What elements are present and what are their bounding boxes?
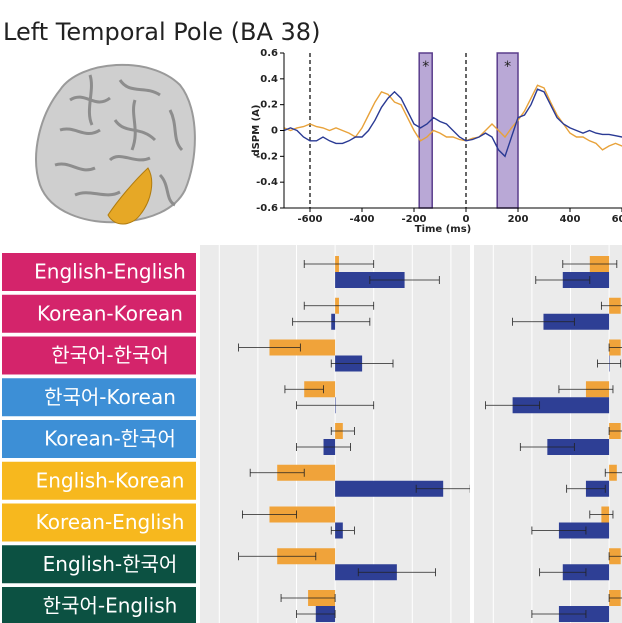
x-tick-label: 400 xyxy=(560,214,581,225)
significance-region xyxy=(418,52,433,209)
error-bar xyxy=(296,401,375,410)
y-axis-label: dSPM (A) xyxy=(251,104,262,156)
figure-title: Left Temporal Pole (BA 38) xyxy=(3,18,320,46)
error-bar xyxy=(303,301,375,310)
category-box xyxy=(2,545,196,584)
x-tick-label: -600 xyxy=(297,214,322,225)
category-box xyxy=(2,420,196,458)
error-bar xyxy=(330,359,394,368)
error-bar xyxy=(512,317,575,326)
error-bar xyxy=(330,526,355,535)
y-tick-label: 0.4 xyxy=(260,74,278,85)
error-bar xyxy=(238,343,301,352)
category-box xyxy=(2,336,196,375)
error-bar xyxy=(330,427,355,435)
category-box xyxy=(2,378,196,417)
error-bar xyxy=(296,443,351,451)
bar xyxy=(512,397,610,414)
error-bar xyxy=(284,385,324,394)
y-tick-label: 0.2 xyxy=(260,100,278,111)
category-label: English-Korean xyxy=(36,468,185,492)
bar xyxy=(543,313,610,330)
category-label: English-한국어 xyxy=(43,552,178,576)
error-bar xyxy=(292,317,371,326)
error-bar xyxy=(608,427,622,435)
y-tick-label: -0.4 xyxy=(256,177,278,188)
bar xyxy=(547,439,610,455)
brain-illustration xyxy=(35,63,196,225)
x-axis-label: Time (ms) xyxy=(415,224,471,235)
error-bar xyxy=(531,526,587,535)
error-bar xyxy=(535,276,591,284)
error-bar xyxy=(238,552,317,561)
series-line xyxy=(284,84,622,151)
error-bar xyxy=(562,260,618,268)
error-bar xyxy=(303,260,375,268)
error-bar xyxy=(415,484,470,493)
bar xyxy=(269,339,336,356)
category-box xyxy=(2,253,196,291)
significance-label: * xyxy=(422,59,429,75)
x-tick-label: 600 xyxy=(612,214,622,225)
error-bar xyxy=(558,385,614,394)
y-tick-label: -0.6 xyxy=(256,203,278,214)
error-bar xyxy=(608,552,622,561)
y-tick-label: -0.2 xyxy=(256,151,278,162)
error-bar xyxy=(608,343,622,352)
error-bar xyxy=(485,401,541,410)
y-tick-label: 0 xyxy=(271,126,278,137)
error-bar xyxy=(539,568,587,577)
error-bar xyxy=(519,443,575,451)
category-label: Korean-English xyxy=(36,510,185,534)
category-box xyxy=(2,587,196,623)
error-bar xyxy=(296,610,336,618)
category-box xyxy=(2,461,196,500)
category-label: 한국어-한국어 xyxy=(51,343,169,367)
category-label: 한국어-English xyxy=(43,594,178,618)
error-bar xyxy=(566,484,606,493)
error-bar xyxy=(604,468,622,477)
x-tick-label: -200 xyxy=(401,214,426,225)
significance-label: * xyxy=(504,59,511,75)
category-box xyxy=(2,294,196,333)
error-bar xyxy=(357,568,436,577)
x-tick-label: 200 xyxy=(508,214,529,225)
bar xyxy=(277,464,336,481)
error-bar xyxy=(369,276,440,284)
x-tick-label: 0 xyxy=(463,214,470,225)
category-label: English-English xyxy=(34,260,186,284)
error-bar xyxy=(589,510,614,519)
category-label: Korean-Korean xyxy=(37,301,183,325)
error-bar xyxy=(600,301,622,310)
error-bar xyxy=(608,594,622,602)
error-bar xyxy=(597,359,622,368)
series-line xyxy=(284,88,622,158)
error-bar xyxy=(242,510,297,519)
bar-panel xyxy=(218,245,470,623)
bar-panel xyxy=(485,245,622,623)
error-bar xyxy=(280,594,336,602)
plot-area xyxy=(284,52,622,209)
error-bar xyxy=(531,610,587,618)
x-tick-label: -400 xyxy=(349,214,374,225)
panel-background xyxy=(474,245,622,623)
significance-region xyxy=(496,52,519,209)
y-tick-label: 0.6 xyxy=(260,48,278,59)
category-label: Korean-한국어 xyxy=(44,427,176,451)
error-bar xyxy=(249,468,305,477)
category-label: 한국어-Korean xyxy=(44,385,176,409)
bar xyxy=(269,506,336,523)
category-box xyxy=(2,503,196,542)
